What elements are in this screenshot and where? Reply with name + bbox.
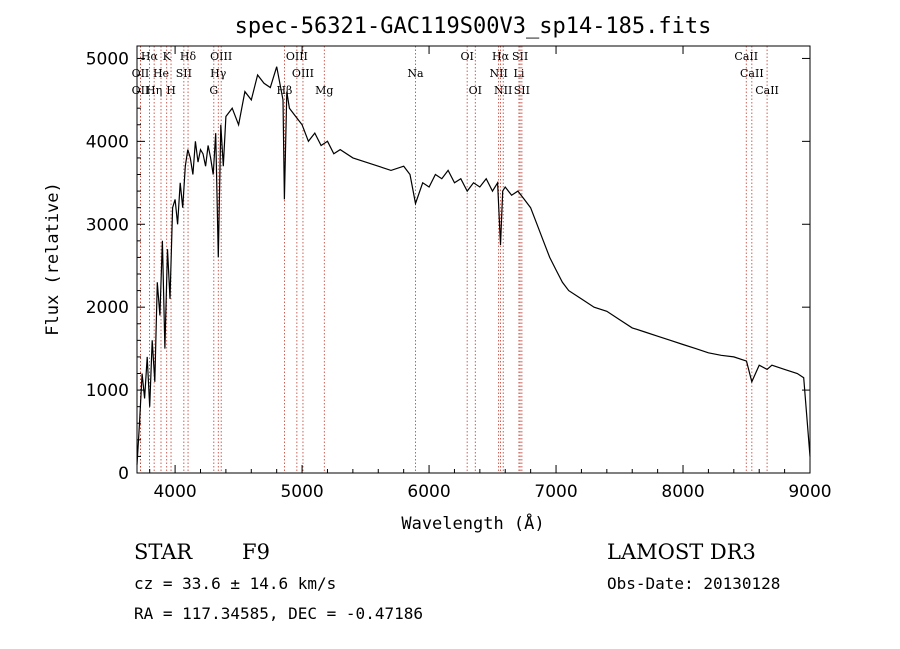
y-tick-label-0: 0: [118, 464, 129, 484]
line-label-2-0: OII: [132, 84, 150, 97]
line-label-1-5: Na: [407, 67, 424, 80]
x-tick-label-4: 8000: [661, 482, 704, 502]
plot-frame: [136, 45, 811, 474]
line-label-1-7: Li: [514, 67, 525, 80]
line-label-0-7: SII: [512, 50, 528, 63]
line-label-2-7: NII: [494, 84, 512, 97]
object-class: STAR: [134, 540, 193, 564]
line-label-0-1: K: [163, 50, 172, 63]
y-tick-label-5: 5000: [86, 49, 129, 69]
line-label-2-8: SII: [514, 84, 530, 97]
line-label-1-8: CaII: [740, 67, 764, 80]
line-label-0-8: CaII: [734, 50, 758, 63]
x-tick-label-0: 4000: [153, 482, 196, 502]
redshift-velocity: cz = 33.6 ± 14.6 km/s: [134, 574, 337, 593]
y-axis-label: Flux (relative): [43, 182, 63, 336]
line-label-0-2: Hδ: [180, 50, 197, 63]
y-tick-label-4: 4000: [86, 132, 129, 152]
chart-title: spec-56321-GAC119S00V3_sp14-185.fits: [235, 14, 712, 39]
line-label-1-6: NII: [489, 67, 507, 80]
line-label-0-5: OI: [460, 50, 473, 63]
line-label-0-3: OIII: [210, 50, 232, 63]
y-tick-label-1: 1000: [86, 381, 129, 401]
line-label-1-3: Hγ: [210, 67, 227, 80]
line-label-2-5: Mg: [315, 84, 333, 97]
line-label-1-1: He: [153, 67, 169, 80]
line-label-2-6: OI: [469, 84, 482, 97]
x-tick-label-1: 5000: [280, 482, 323, 502]
line-label-0-0: Hα: [141, 50, 159, 63]
line-label-2-2: H: [166, 84, 176, 97]
x-axis-label: Wavelength (Å): [401, 512, 544, 534]
survey-name: LAMOST DR3: [607, 540, 756, 564]
line-label-2-1: Hη: [146, 84, 162, 97]
line-label-2-4: Hβ: [276, 84, 292, 97]
line-label-2-9: CaII: [755, 84, 779, 97]
line-label-1-2: SII: [176, 67, 192, 80]
line-label-2-3: G: [209, 84, 218, 97]
line-label-0-4: OIII: [286, 50, 308, 63]
coordinates: RA = 117.34585, DEC = -0.47186: [134, 604, 423, 623]
y-tick-label-2: 2000: [86, 298, 129, 318]
line-label-1-4: OIII: [292, 67, 314, 80]
x-tick-label-2: 6000: [407, 482, 450, 502]
axes: 4000 5000 6000 7000 8000 9000 0 1000 2000 3000 400…: [86, 46, 832, 502]
x-tick-label-5: 9000: [788, 482, 831, 502]
flux-series-line: [136, 66, 811, 465]
y-tick-label-3: 3000: [86, 215, 129, 235]
line-label-1-0: OII: [132, 67, 150, 80]
x-tick-label-3: 7000: [534, 482, 577, 502]
object-subclass: F9: [242, 540, 270, 564]
line-label-0-6: Hα: [492, 50, 510, 63]
observation-date: Obs-Date: 20130128: [607, 574, 781, 593]
